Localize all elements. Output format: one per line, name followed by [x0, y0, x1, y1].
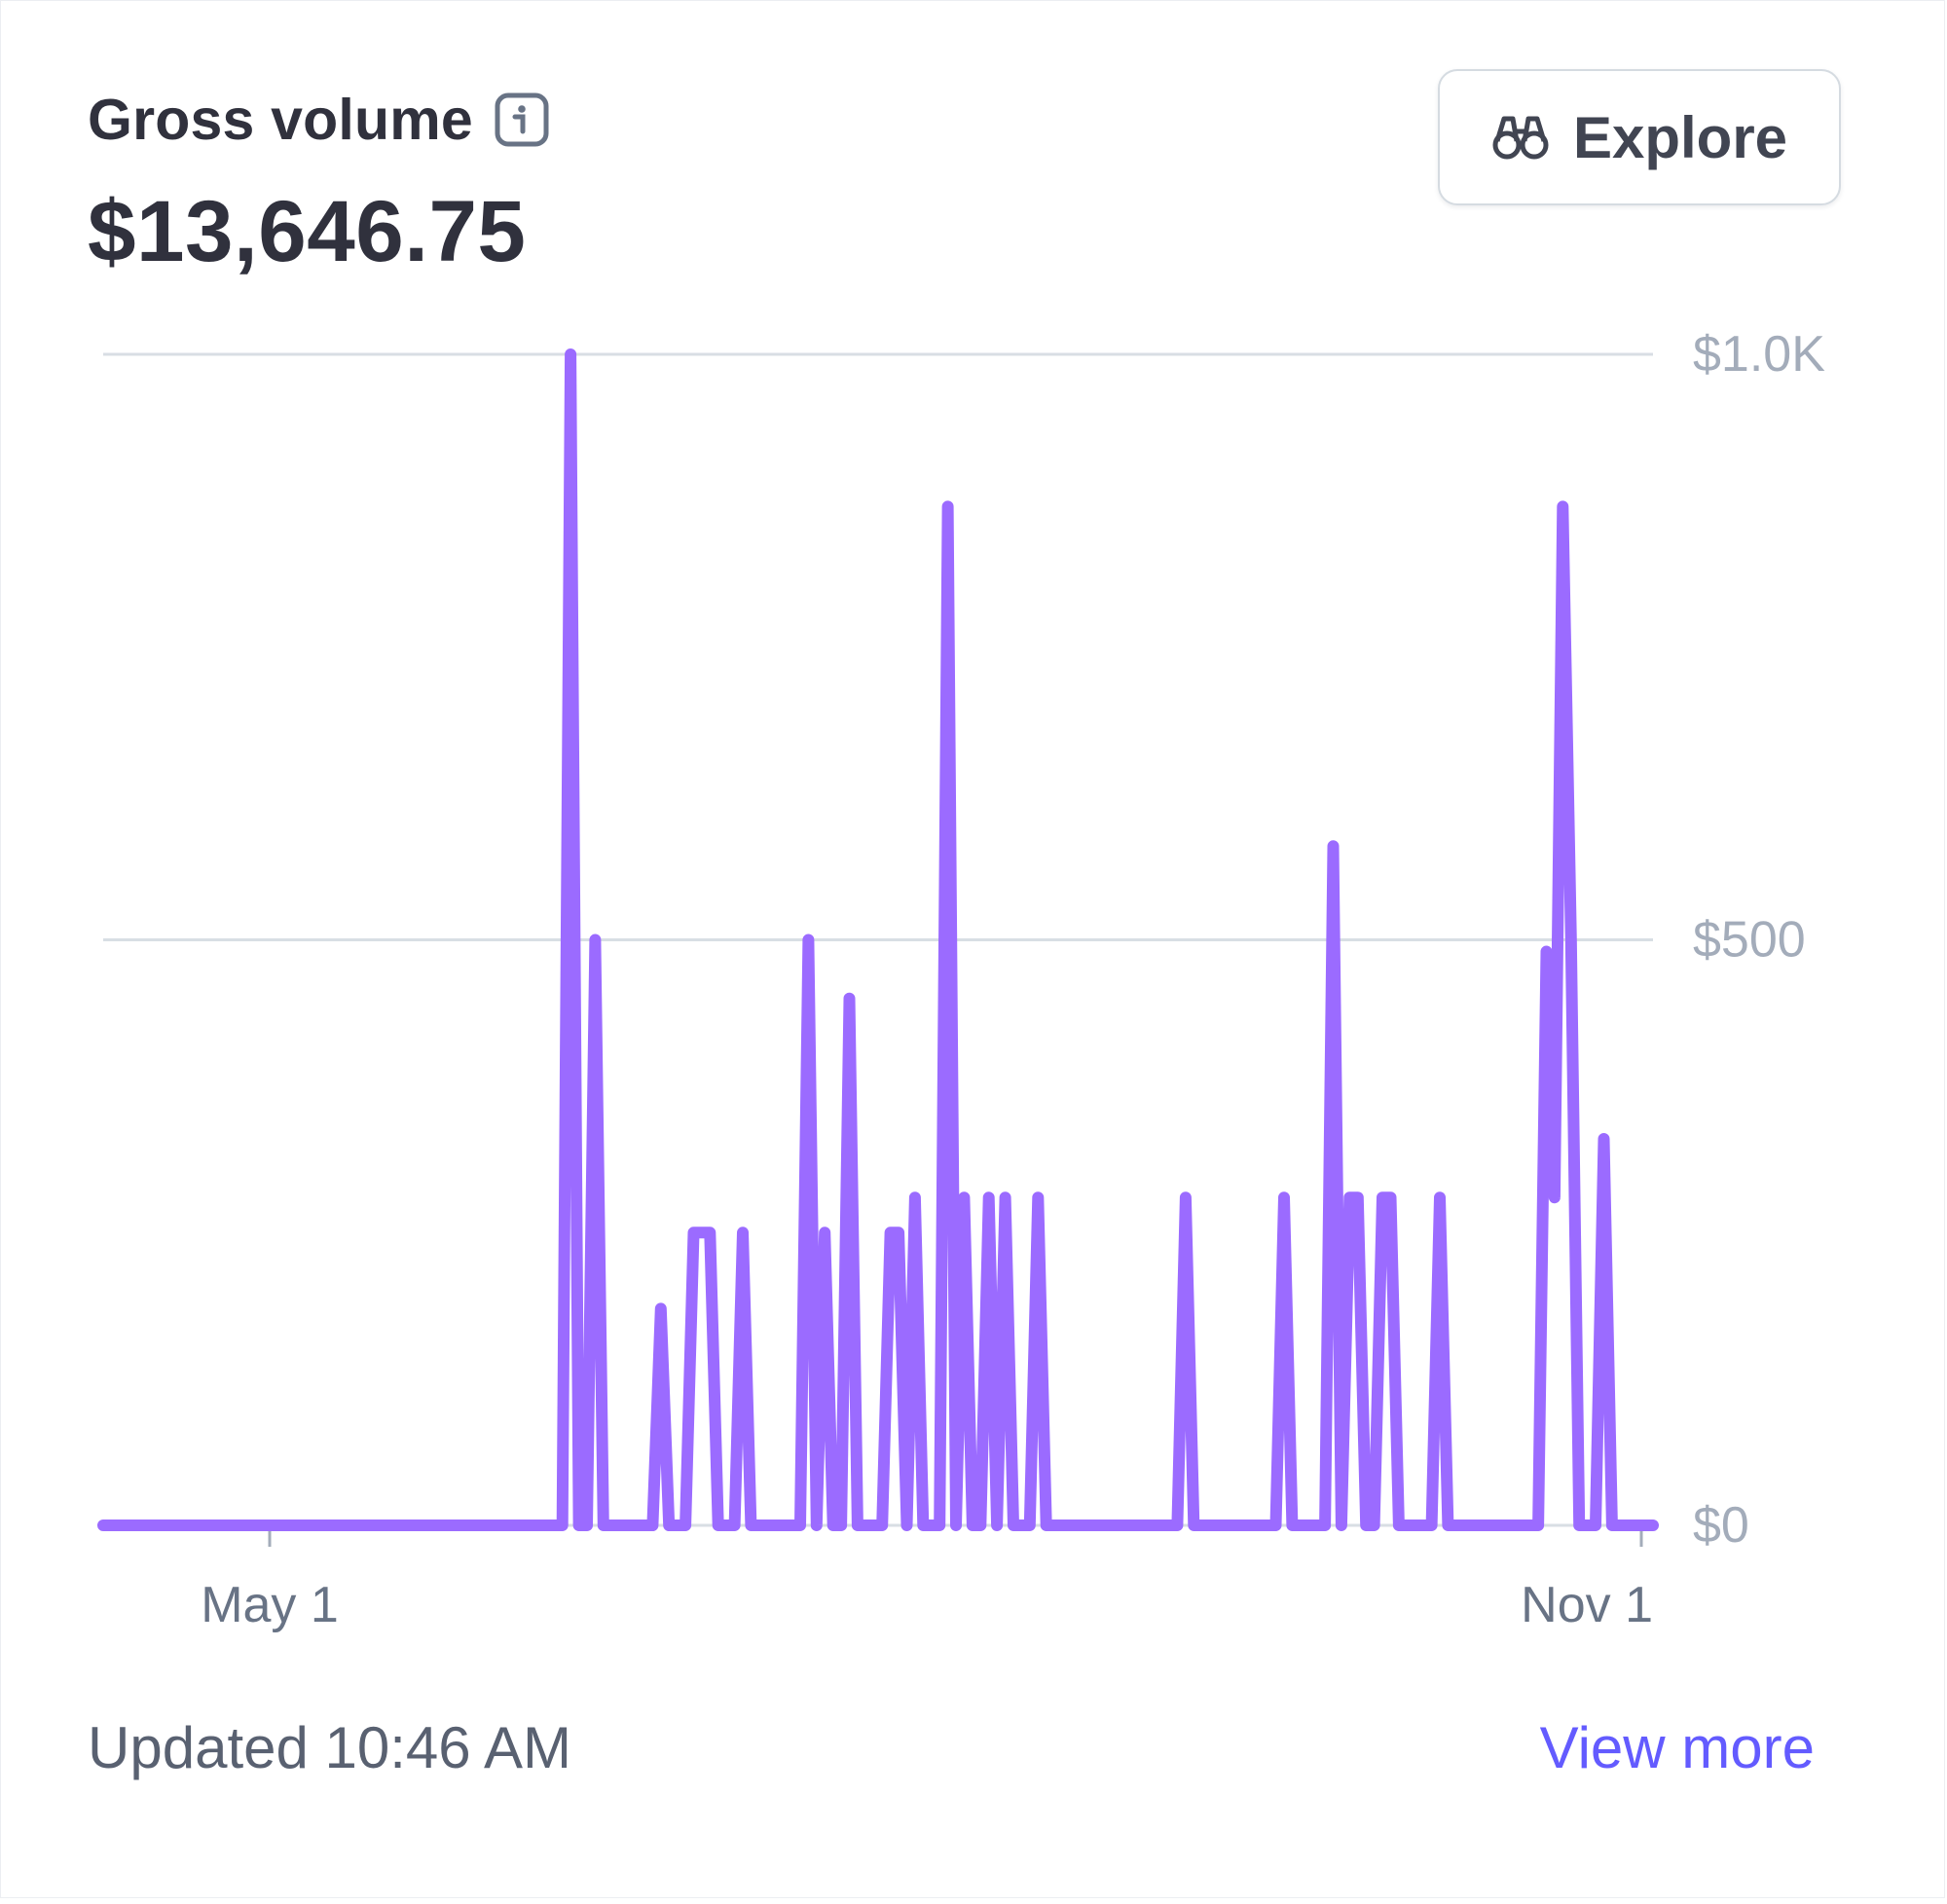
title-row: Gross volume [88, 87, 549, 153]
info-icon[interactable] [495, 92, 549, 147]
view-more-link[interactable]: View more [1539, 1715, 1815, 1780]
axis-labels: $1.0K $500 $0 May 1 Nov 1 [201, 326, 1825, 1633]
series-layer [97, 348, 1659, 1531]
y-tick-label: $0 [1693, 1497, 1749, 1554]
x-tick-label: Nov 1 [1521, 1577, 1653, 1633]
grid-lines [103, 352, 1653, 1527]
x-tick-label: May 1 [201, 1577, 339, 1633]
explore-button[interactable]: Explore [1438, 69, 1841, 205]
y-tick-label: $1.0K [1693, 326, 1825, 383]
gross-volume-chart: $1.0K $500 $0 May 1 Nov 1 [97, 326, 1825, 1633]
updated-timestamp: Updated 10:46 AM [88, 1715, 572, 1780]
card-title: Gross volume [88, 88, 473, 152]
explore-label: Explore [1572, 104, 1788, 170]
series-line-0 [97, 348, 1659, 1531]
total-amount: $13,646.75 [88, 182, 527, 279]
binoculars-icon [1491, 112, 1550, 163]
y-tick-label: $500 [1693, 912, 1806, 969]
